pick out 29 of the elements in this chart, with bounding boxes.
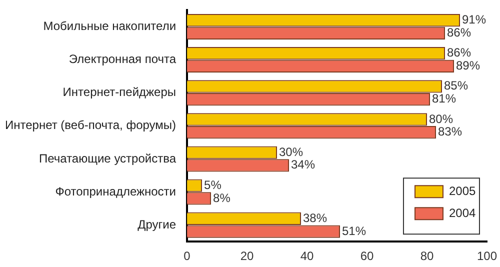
x-tick-label: 60: [360, 249, 374, 264]
data-label: 34%: [291, 158, 316, 172]
data-label: 85%: [444, 78, 468, 93]
data-label: 89%: [456, 58, 480, 73]
data-label: 86%: [446, 46, 472, 60]
y-tick-label: Другие: [138, 217, 176, 232]
data-label: 80%: [428, 112, 454, 126]
data-label: 81%: [432, 92, 456, 106]
x-tick-label: 0: [184, 249, 191, 264]
x-tick-label: 100: [476, 249, 498, 264]
x-tick-label: 40: [300, 249, 314, 264]
data-label: 83%: [438, 124, 462, 139]
data-label: 91%: [462, 12, 486, 27]
y-tick-label: Интернет-пейджеры: [62, 85, 176, 100]
y-tick-label: Мобильные накопители: [43, 19, 176, 34]
x-tick-label: 80: [420, 249, 434, 264]
data-label: 86%: [446, 25, 472, 40]
legend-label: 2005: [448, 184, 476, 198]
y-tick-label: Электронная почта: [68, 52, 176, 66]
y-tick-label: Фотопринадлежности: [55, 184, 176, 198]
data-label: 51%: [342, 224, 366, 238]
y-tick-label: Печатающие устройства: [39, 151, 176, 166]
y-tick-label: Интернет (веб-почта, форумы): [4, 118, 176, 132]
data-label: 8%: [213, 190, 231, 205]
legend-label: 2004: [448, 206, 476, 220]
data-label: 5%: [204, 178, 222, 192]
data-label: 30%: [279, 144, 304, 159]
x-tick-label: 20: [240, 249, 254, 264]
data-label: 38%: [303, 210, 328, 225]
